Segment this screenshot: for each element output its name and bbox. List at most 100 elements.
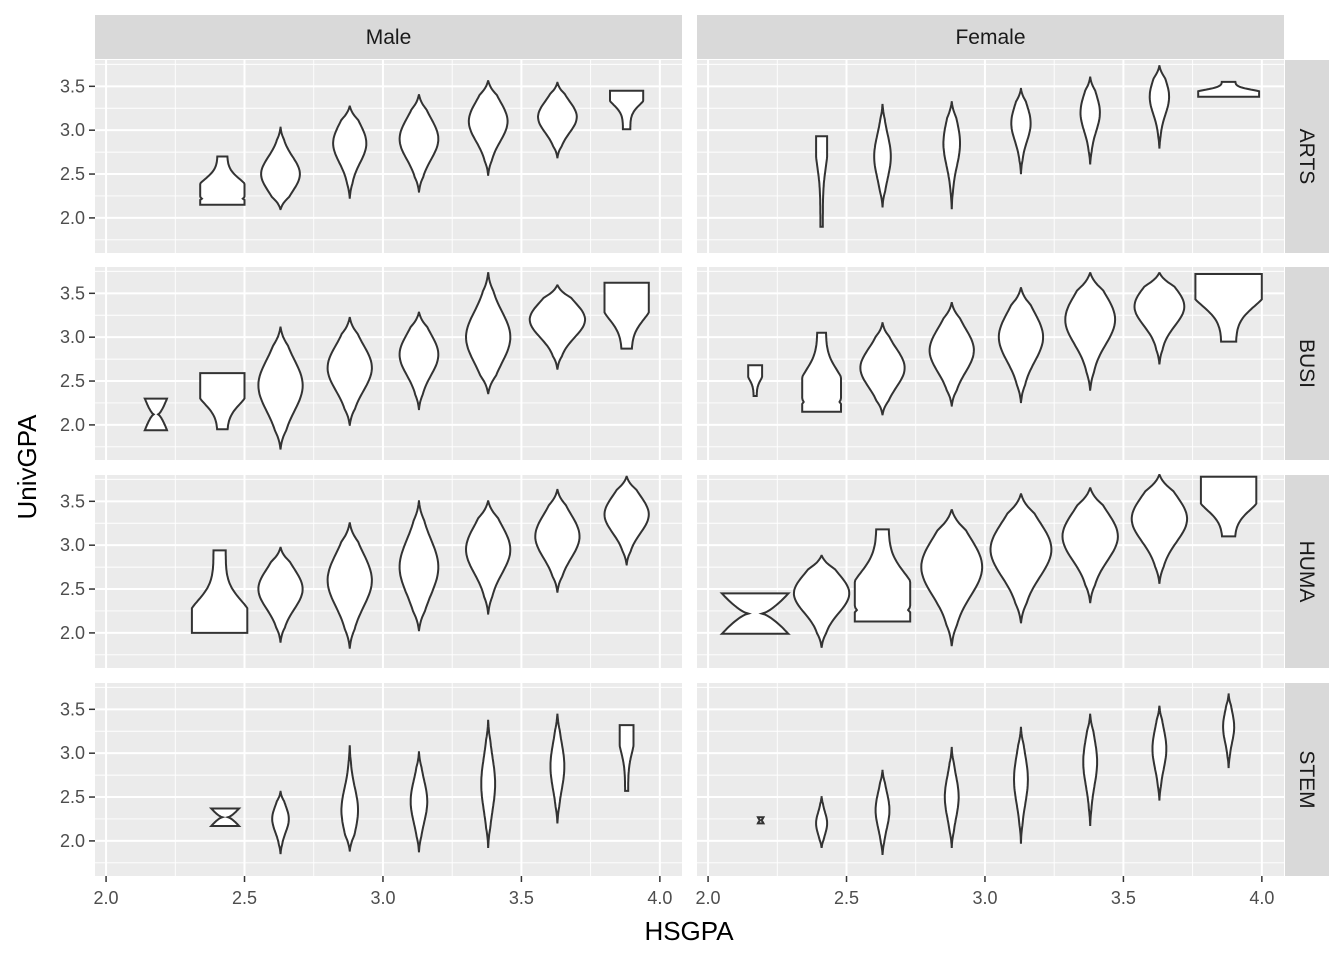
violin-female-huma-2 [853,528,912,623]
violin-male-busi-1 [199,372,246,431]
violin-male-busi-4 [398,311,440,411]
violin-female-busi-1 [801,331,842,413]
violin-male-busi-3 [326,316,373,426]
panel-background [95,475,682,668]
violin-male-busi-2 [257,326,304,450]
violin-male-arts-5 [536,81,578,159]
violin-male-stem-1 [271,790,290,855]
violin-female-busi-4 [997,287,1045,404]
y-tick-label: 3.5 [60,283,85,303]
violin-female-busi-7 [1194,273,1263,343]
y-tick-label: 3.5 [60,491,85,511]
panel-background [95,683,682,876]
y-tick-label: 2.0 [60,831,85,851]
x-tick-label: 4.0 [647,888,672,908]
violin-female-busi-2 [859,322,906,416]
violin-male-arts-1 [260,126,301,211]
y-tick-label: 2.5 [60,371,85,391]
y-tick-label: 2.5 [60,164,85,184]
violin-female-busi-5 [1064,272,1117,391]
violin-female-huma-0 [719,592,791,635]
violin-male-arts-2 [332,105,368,199]
panel-background [697,683,1284,876]
x-tick-label: 2.0 [94,888,119,908]
strip-label-stem: STEM [1295,750,1318,808]
strip-label-female: Female [955,26,1025,49]
strip-male [95,15,682,59]
strip-female [697,15,1284,59]
x-axis-title: HSGPA [644,916,734,946]
violin-male-stem-5 [549,713,566,824]
panel-background [95,267,682,460]
x-tick-label: 2.5 [834,888,859,908]
violin-male-arts-3 [398,94,440,193]
violin-female-arts-3 [1010,87,1032,175]
y-tick-label: 3.0 [60,327,85,347]
y-tick-label: 2.0 [60,623,85,643]
x-tick-label: 2.0 [696,888,721,908]
violin-female-stem-4 [1012,726,1029,844]
violin-female-arts-2 [942,101,961,210]
panel-background [697,475,1284,668]
violin-male-huma-1 [257,546,304,643]
y-axis-title: UnivGPA [12,414,42,520]
violin-female-huma-7 [1199,475,1258,538]
violin-male-busi-7 [603,281,650,350]
violin-female-stem-1 [815,796,829,849]
violin-male-huma-2 [326,522,373,649]
strip-label-male: Male [366,26,412,49]
violin-female-huma-5 [1061,487,1119,604]
strip-label-busi: BUSI [1295,339,1318,388]
y-tick-label: 3.0 [60,743,85,763]
row-strips: ARTS BUSI HUMA STEM [1285,60,1329,876]
violin-female-stem-2 [874,769,891,855]
panel-background [697,60,1284,253]
violin-male-busi-0 [143,397,169,432]
violin-female-huma-1 [792,554,851,648]
violin-male-stem-6 [618,724,635,792]
panel-female-arts [697,60,1284,253]
x-tick-label: 2.5 [232,888,257,908]
column-strips: Male Female [95,15,1284,59]
violin-female-arts-0 [815,135,829,228]
y-tick-label: 2.0 [60,208,85,228]
violin-male-huma-5 [534,488,581,593]
strip-label-huma: HUMA [1295,541,1318,603]
violin-female-busi-3 [928,302,975,407]
y-tick-label: 2.5 [60,787,85,807]
violin-male-arts-4 [467,80,509,176]
violin-male-stem-3 [409,751,429,853]
panel-female-huma [697,474,1284,668]
violin-female-busi-6 [1133,272,1186,365]
violin-female-arts-4 [1079,76,1101,165]
violin-male-huma-3 [398,500,440,632]
y-tick-label: 3.0 [60,535,85,555]
violin-female-arts-1 [873,103,892,208]
violin-male-stem-4 [480,719,497,848]
x-tick-label: 4.0 [1249,888,1274,908]
violin-male-busi-5 [464,272,512,395]
violin-female-stem-6 [1151,705,1168,801]
violin-female-stem-5 [1082,713,1099,827]
violin-male-stem-2 [340,745,359,852]
x-tick-label: 3.5 [1111,888,1136,908]
x-tick-label: 3.0 [370,888,395,908]
violin-male-stem-0 [208,807,242,827]
violin-female-busi-0 [747,364,764,397]
violin-female-huma-4 [989,493,1053,624]
strip-stem [1285,683,1329,876]
violin-male-huma-4 [464,500,512,615]
panel-female-stem [697,683,1284,876]
x-tick-label: 3.0 [972,888,997,908]
violin-female-stem-7 [1222,693,1236,769]
axes: 2.0 2.5 3.0 3.5 2.0 2.5 3.0 3.5 2.0 2.5 3.0 3.5 2.0 2… [60,76,1274,908]
strip-busi [1285,267,1329,460]
y-tick-label: 3.5 [60,699,85,719]
panel-male-busi [95,267,682,460]
violin-male-huma-0 [190,549,249,634]
facet-panels [95,60,1284,876]
strip-huma [1285,475,1329,668]
violin-female-huma-6 [1130,474,1189,584]
violin-female-huma-3 [920,509,984,647]
violin-male-arts-0 [199,155,246,206]
